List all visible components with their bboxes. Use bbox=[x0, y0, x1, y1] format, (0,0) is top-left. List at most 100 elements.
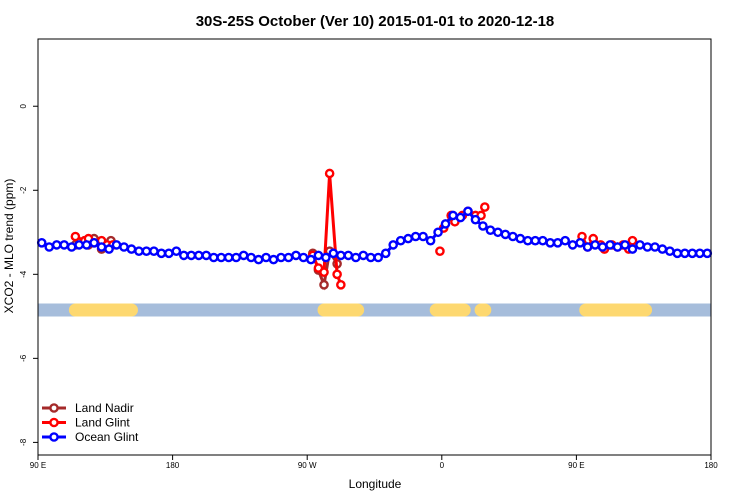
land-glint-point-31 bbox=[627, 235, 638, 246]
ocean-glint-point-18 bbox=[171, 246, 182, 257]
land-glint-point-12 bbox=[336, 280, 346, 290]
ocean-glint-point-47 bbox=[388, 240, 398, 250]
ocean-glint-point-28 bbox=[246, 252, 256, 263]
ocean-glint-point-68 bbox=[545, 237, 556, 248]
ocean-glint-point-66 bbox=[530, 235, 541, 246]
ocean-glint-point-75 bbox=[597, 242, 608, 252]
ocean-glint-point-26 bbox=[231, 252, 241, 263]
plot-frame bbox=[37, 38, 712, 456]
ocean-glint-point-16 bbox=[156, 248, 167, 259]
x-tick-label-1: 180 bbox=[166, 461, 180, 470]
legend-marker-land-nadir bbox=[49, 403, 59, 413]
ocean-glint-point-59 bbox=[478, 221, 488, 231]
ocean-glint-point-46 bbox=[380, 248, 391, 259]
ocean-glint-point-72 bbox=[575, 237, 585, 248]
ocean-glint-point-70 bbox=[560, 235, 570, 246]
series-land-glint bbox=[70, 168, 638, 290]
ocean-glint-point-0 bbox=[36, 237, 47, 248]
ocean-glint-point-74 bbox=[590, 240, 600, 250]
land-glint-point-10 bbox=[324, 168, 335, 179]
ocean-glint-point-42 bbox=[351, 252, 361, 263]
y-axis-label: XCO2 - MLO trend (ppm) bbox=[2, 179, 16, 314]
legend-label-land-glint: Land Glint bbox=[75, 416, 130, 430]
ocean-glint-point-39 bbox=[328, 248, 339, 259]
ocean-glint-point-48 bbox=[395, 235, 406, 246]
y-tick-label-4: -8 bbox=[19, 438, 28, 446]
ocean-glint-point-89 bbox=[702, 248, 713, 259]
x-tick-label-3: 0 bbox=[440, 461, 445, 470]
ocean-glint-point-15 bbox=[149, 246, 159, 257]
ocean-glint-point-4 bbox=[66, 242, 77, 252]
ocean-glint-point-86 bbox=[680, 248, 690, 259]
ocean-glint-point-87 bbox=[687, 248, 698, 259]
ocean-glint-point-60 bbox=[485, 225, 496, 235]
ocean-glint-point-84 bbox=[665, 246, 675, 257]
ocean-glint-point-65 bbox=[522, 235, 533, 246]
ocean-glint-point-58 bbox=[470, 214, 481, 225]
ocean-glint-point-19 bbox=[179, 250, 189, 261]
land-glint-point-21 bbox=[479, 202, 490, 212]
ocean-glint-point-73 bbox=[582, 242, 593, 252]
ocean-glint-point-49 bbox=[403, 233, 413, 244]
ocean-glint-point-38 bbox=[321, 252, 331, 263]
ocean-glint-point-11 bbox=[119, 242, 129, 252]
ocean-glint-point-8 bbox=[96, 242, 107, 252]
ocean-glint-point-79 bbox=[627, 244, 638, 254]
x-axis-label: Longitude bbox=[349, 477, 402, 491]
ocean-glint-point-83 bbox=[657, 244, 668, 254]
ocean-glint-point-51 bbox=[418, 231, 428, 242]
ocean-glint-point-61 bbox=[493, 227, 503, 238]
ocean-glint-point-2 bbox=[51, 240, 62, 250]
land-glint-point-0 bbox=[70, 231, 81, 242]
ocean-glint-point-69 bbox=[552, 237, 563, 248]
ocean-glint-point-5 bbox=[74, 240, 84, 250]
ocean-glint-point-23 bbox=[208, 252, 219, 263]
ocean-glint-point-76 bbox=[605, 240, 615, 250]
x-tick-label-2: 90 W bbox=[298, 461, 317, 470]
ocean-glint-point-78 bbox=[620, 240, 630, 250]
ocean-glint-point-13 bbox=[134, 246, 144, 257]
ocean-glint-point-31 bbox=[268, 254, 279, 265]
ocean-glint-point-80 bbox=[635, 240, 645, 250]
ocean-glint-point-34 bbox=[291, 250, 301, 261]
ocean-glint-point-71 bbox=[567, 240, 578, 250]
y-tick-label-1: -2 bbox=[19, 186, 28, 194]
ocean-glint-point-82 bbox=[650, 242, 660, 252]
ocean-glint-point-40 bbox=[336, 250, 346, 261]
ocean-glint-point-22 bbox=[201, 250, 212, 261]
ocean-glint-point-3 bbox=[59, 240, 69, 250]
y-tick-label-2: -4 bbox=[19, 270, 28, 278]
ocean-glint-point-29 bbox=[253, 254, 264, 265]
ocean-glint-point-6 bbox=[81, 240, 92, 250]
ocean-glint-point-32 bbox=[276, 252, 286, 263]
series-layer bbox=[36, 168, 713, 291]
ocean-glint-point-45 bbox=[373, 252, 384, 263]
legend-label-ocean-glint: Ocean Glint bbox=[75, 430, 139, 444]
ocean-glint-point-9 bbox=[104, 244, 114, 254]
ocean-glint-point-30 bbox=[261, 252, 271, 263]
ocean-glint-point-77 bbox=[612, 242, 623, 252]
ocean-glint-point-54 bbox=[440, 219, 451, 229]
ocean-glint-point-52 bbox=[425, 235, 436, 246]
ocean-glint-point-25 bbox=[223, 252, 234, 263]
ocean-glint-point-17 bbox=[164, 248, 174, 259]
ocean-glint-point-53 bbox=[433, 227, 443, 238]
ocean-glint-point-37 bbox=[313, 250, 324, 261]
ocean-glint-point-85 bbox=[672, 248, 683, 259]
land-glint-point-9 bbox=[319, 267, 329, 278]
land-glint-point-11 bbox=[332, 269, 342, 280]
ocean-glint-point-12 bbox=[126, 244, 137, 254]
ocean-glint-point-33 bbox=[283, 252, 294, 263]
ocean-glint-point-55 bbox=[448, 210, 458, 221]
x-tick-label-0: 90 E bbox=[30, 461, 46, 470]
x-tick-label-5: 180 bbox=[704, 461, 718, 470]
ocean-glint-point-41 bbox=[343, 250, 354, 261]
ocean-glint-point-27 bbox=[238, 250, 249, 261]
ocean-glint-point-14 bbox=[141, 246, 152, 257]
y-tick-label-0: 0 bbox=[19, 103, 28, 108]
ocean-glint-point-20 bbox=[186, 250, 197, 261]
legend-marker-ocean-glint bbox=[49, 432, 59, 442]
ocean-glint-point-43 bbox=[358, 250, 369, 261]
